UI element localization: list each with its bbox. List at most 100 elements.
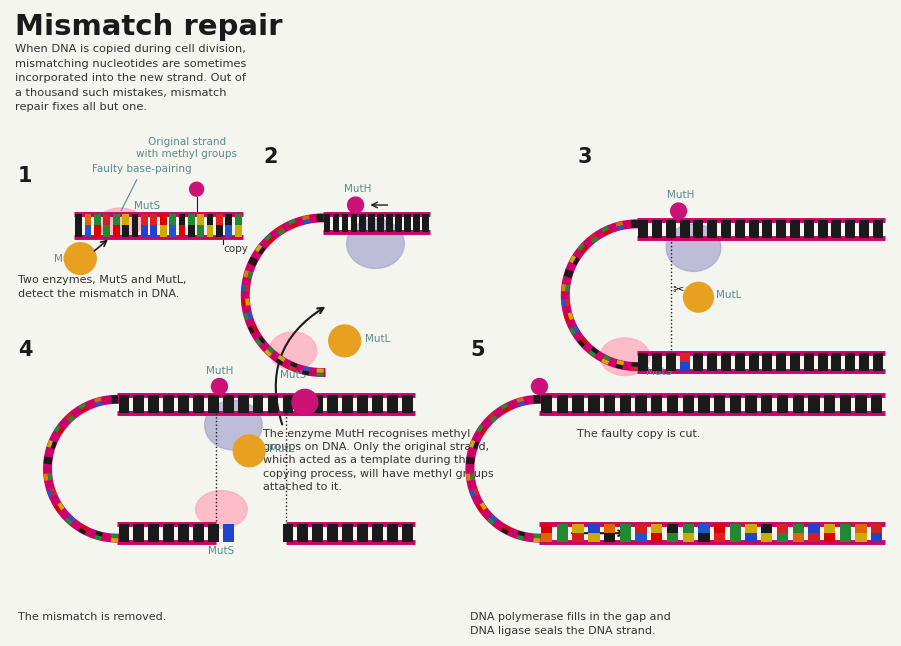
Bar [387, 214, 393, 223]
Bar [283, 533, 293, 542]
Bar [855, 525, 867, 533]
Bar [149, 395, 159, 404]
Bar [793, 525, 804, 533]
Bar [679, 362, 689, 371]
Bar [777, 353, 787, 362]
Bar [588, 525, 599, 533]
Bar [342, 525, 353, 533]
Bar [620, 525, 631, 533]
Bar [666, 353, 676, 362]
Bar [223, 395, 233, 404]
Text: MutS: MutS [646, 366, 672, 377]
Bar [133, 525, 144, 533]
Bar [730, 525, 741, 533]
Bar [150, 214, 157, 225]
Bar [635, 525, 647, 533]
Bar [85, 225, 91, 236]
Bar [777, 220, 787, 229]
Bar [387, 404, 397, 413]
Bar [840, 404, 851, 413]
Bar [113, 214, 120, 225]
Bar [652, 229, 662, 238]
Bar [159, 214, 167, 225]
Bar [357, 525, 368, 533]
Bar [694, 353, 704, 362]
Bar [119, 525, 129, 533]
Ellipse shape [269, 332, 317, 370]
Bar [357, 395, 368, 404]
Bar [323, 223, 330, 232]
Bar [818, 220, 828, 229]
Bar [225, 225, 232, 236]
Bar [297, 533, 308, 542]
Bar [620, 404, 631, 413]
Bar [714, 404, 725, 413]
Bar [123, 214, 129, 225]
Ellipse shape [205, 401, 262, 450]
Bar [178, 533, 189, 542]
Bar [327, 525, 338, 533]
Circle shape [670, 203, 687, 219]
Bar [824, 533, 835, 542]
Bar [402, 533, 413, 542]
Bar [859, 229, 869, 238]
Bar [396, 214, 402, 223]
Bar [350, 214, 357, 223]
Bar [790, 362, 800, 371]
Text: 3: 3 [578, 147, 592, 167]
Bar [283, 395, 293, 404]
Text: Original strand
with methyl groups: Original strand with methyl groups [136, 137, 237, 160]
Bar [871, 525, 882, 533]
Bar [818, 229, 828, 238]
Circle shape [684, 282, 714, 312]
Bar [422, 214, 429, 223]
Text: MutH: MutH [667, 190, 695, 200]
Bar [150, 225, 157, 236]
Bar [762, 220, 772, 229]
Bar [762, 362, 772, 371]
Circle shape [64, 243, 96, 275]
Bar [638, 229, 648, 238]
Bar [745, 533, 757, 542]
Bar [372, 395, 383, 404]
Bar [845, 220, 855, 229]
Bar [141, 214, 148, 225]
Bar [76, 225, 82, 236]
Bar [313, 525, 323, 533]
Bar [206, 214, 214, 225]
Bar [402, 395, 413, 404]
Bar [698, 525, 710, 533]
Bar [845, 362, 855, 371]
Bar [104, 225, 110, 236]
Bar [735, 353, 745, 362]
Text: MutH: MutH [205, 366, 233, 375]
Bar [818, 353, 828, 362]
Bar [268, 404, 278, 413]
Bar [163, 533, 174, 542]
Bar [730, 395, 741, 404]
Text: MutS: MutS [280, 370, 306, 380]
Bar [635, 533, 647, 542]
Bar [557, 525, 568, 533]
Bar [762, 229, 772, 238]
Bar [694, 229, 704, 238]
Bar [679, 229, 689, 238]
Bar [252, 404, 263, 413]
Bar [572, 395, 584, 404]
Bar [422, 223, 429, 232]
Bar [216, 225, 223, 236]
Bar [604, 404, 615, 413]
Text: DNA polymerase fills in the gap and
DNA ligase seals the DNA strand.: DNA polymerase fills in the gap and DNA … [470, 612, 670, 636]
Bar [113, 225, 120, 236]
Bar [313, 533, 323, 542]
Bar [855, 404, 867, 413]
Bar [588, 533, 599, 542]
Bar [652, 353, 662, 362]
Bar [871, 533, 882, 542]
Bar [845, 353, 855, 362]
Circle shape [348, 197, 363, 213]
Bar [777, 404, 788, 413]
Bar [682, 525, 694, 533]
Bar [698, 395, 710, 404]
Bar [682, 404, 694, 413]
